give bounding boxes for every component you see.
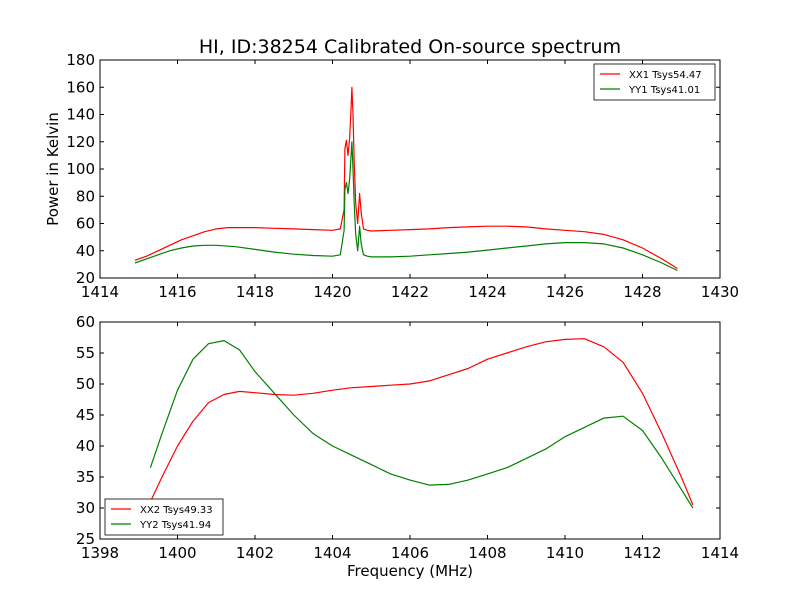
y-tick-label: 55 xyxy=(76,344,95,362)
series-line-1-1 xyxy=(134,86,678,270)
legend-label: XX1 Tsys54.47 xyxy=(629,70,702,81)
x-tick-label: 1416 xyxy=(158,283,196,301)
bottom-panel: 1398 1400 1402 1404 1406 1408 1410 1412 1414 25 30… xyxy=(76,313,739,562)
top-panel: 1414 1416 1418 1420 1422 1424 1426 1428 1430 20 40… xyxy=(44,51,739,301)
series-line-2-2 xyxy=(149,340,694,509)
x-tick-label: 1424 xyxy=(468,283,506,301)
x-tick-label: 1398 xyxy=(81,544,119,562)
y-tick-label: 35 xyxy=(76,468,95,486)
x-tick-label: 1420 xyxy=(313,283,351,301)
x-tick-label: 1400 xyxy=(158,544,196,562)
x-axis-label: Frequency (MHz) xyxy=(347,562,473,580)
y-tick-label: 50 xyxy=(76,375,95,393)
y-tick-label: 160 xyxy=(66,78,95,96)
x-tick-label: 1408 xyxy=(468,544,506,562)
y-tick-label: 100 xyxy=(66,160,95,178)
legend-label: XX2 Tsys49.33 xyxy=(140,505,213,516)
y-tick-label: 40 xyxy=(76,242,95,260)
x-tick-label: 1426 xyxy=(546,283,584,301)
y-tick-label: 45 xyxy=(76,406,95,424)
x-tick-label: 1402 xyxy=(236,544,274,562)
series-line-1-2 xyxy=(134,141,678,272)
legend-box xyxy=(593,63,716,101)
legend-label: YY1 Tsys41.01 xyxy=(628,85,700,96)
x-tick-label: 1418 xyxy=(236,283,274,301)
y-tick-label: 30 xyxy=(76,499,95,517)
x-tick-label: 1428 xyxy=(623,283,661,301)
y-tick-label: 20 xyxy=(76,269,95,287)
x-tick-label: 1412 xyxy=(623,544,661,562)
x-tick-label: 1422 xyxy=(391,283,429,301)
y-tick-label: 60 xyxy=(76,313,95,331)
x-tick-label: 1430 xyxy=(701,283,739,301)
legend-box xyxy=(104,498,224,536)
x-tick-label: 1414 xyxy=(701,544,739,562)
y-tick-label: 80 xyxy=(76,187,95,205)
y-tick-label: 60 xyxy=(76,215,95,233)
y-tick-label: 180 xyxy=(66,51,95,69)
y-tick-label: 40 xyxy=(76,437,95,455)
x-tick-label: 1406 xyxy=(391,544,429,562)
figure-title: HI, ID:38254 Calibrated On-source spectr… xyxy=(199,36,621,58)
x-tick-label: 1410 xyxy=(546,544,584,562)
legend-label: YY2 Tsys41.94 xyxy=(139,520,211,531)
y-tick-label: 120 xyxy=(66,133,95,151)
x-tick-label: 1404 xyxy=(313,544,351,562)
y-tick-label: 25 xyxy=(76,530,95,548)
y-tick-label: 140 xyxy=(66,106,95,124)
x-tick-label: 1414 xyxy=(81,283,119,301)
series-line-2-1 xyxy=(149,338,694,506)
y-axis-label: Power in Kelvin xyxy=(44,112,62,226)
